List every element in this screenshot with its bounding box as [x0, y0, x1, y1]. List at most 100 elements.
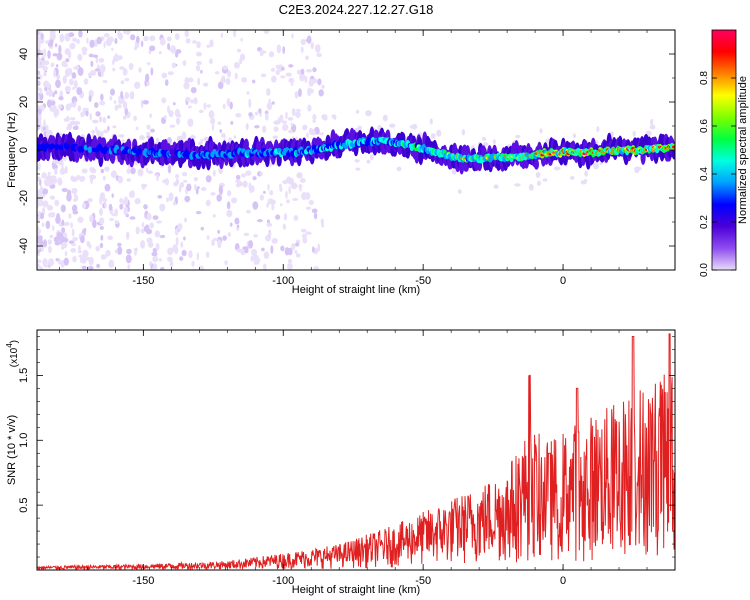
spectrogram-speckle: [120, 90, 124, 100]
spectrogram-speckle: [72, 125, 79, 131]
snr-frame: [36, 329, 676, 571]
spectrogram-speckle: [265, 88, 271, 96]
spectrogram-speckle: [492, 139, 496, 145]
spectrogram-speckle: [259, 171, 264, 176]
snr-y-tick-label: 0.5: [18, 497, 30, 512]
snr-x-tick-label: -100: [272, 575, 294, 587]
spectrogram-speckle: [48, 212, 53, 218]
spectrogram-speckle: [217, 121, 222, 125]
snr-y-tick-label: 1.5: [18, 368, 30, 383]
spectrogram-speckle: [276, 44, 282, 54]
spectrogram-speckle: [112, 125, 117, 129]
spectrogram-speckle: [411, 123, 418, 130]
spectrogram-speckle: [241, 77, 248, 83]
colorbar-tick-label: 0.4: [699, 167, 710, 181]
spectrogram-speckle: [37, 56, 41, 64]
spectrogram-speckle: [429, 118, 433, 125]
spectrogram-speckle: [78, 30, 83, 38]
spectrogram-speckle: [75, 64, 79, 71]
spectrogram-speckle: [127, 264, 130, 270]
spectrogram-speckle: [298, 88, 302, 98]
spectrogram-speckle: [49, 30, 56, 37]
spectrogram-speckle: [67, 67, 73, 76]
spectrogram-speckle: [294, 91, 299, 99]
spectrogram-speckle: [318, 132, 325, 136]
spectrogram-speckle: [126, 248, 132, 255]
spectrogram-speckle: [89, 39, 95, 48]
spectrogram-speckle: [275, 64, 281, 70]
spectrogram-speckle: [305, 38, 311, 43]
spectrogram-speckle: [299, 73, 306, 82]
spectrogram-speckle: [599, 161, 603, 166]
spectrogram-speckle: [134, 81, 141, 90]
spectrogram-speckle: [310, 42, 315, 50]
spectrogram-speckle: [37, 225, 40, 231]
spectrogram-y-tick-label: -20: [18, 190, 30, 206]
spectrogram-speckle: [166, 256, 173, 262]
spectrogram-speckle: [83, 78, 89, 85]
spectrogram-speckle: [59, 167, 66, 175]
spectrogram-speckle: [209, 39, 214, 48]
spectrogram-speckle: [259, 49, 264, 57]
spectrogram-speckle: [208, 110, 215, 119]
spectrogram-speckle: [102, 175, 106, 181]
spectrogram-speckle: [282, 124, 289, 131]
spectrogram-speckle: [45, 220, 51, 230]
spectrogram-speckle: [82, 107, 89, 112]
spectrogram-speckle: [205, 199, 211, 207]
spectrogram-y-tick-label: -40: [18, 238, 30, 254]
colorbar-tick-label: 0.2: [699, 215, 710, 229]
spectrogram-cell: [79, 146, 85, 153]
spectrogram-speckle: [167, 42, 171, 50]
spectrogram-speckle: [38, 120, 42, 129]
spectrogram-speckle: [42, 239, 48, 248]
spectrogram-speckle: [285, 111, 288, 120]
spectrogram-speckle: [126, 168, 131, 174]
spectrogram-speckle: [224, 260, 228, 266]
spectrogram-speckle: [236, 248, 242, 253]
spectrogram-speckle: [37, 47, 41, 56]
spectrogram-axes: -150 -100 -50 0 -40 -20 0 20 40: [18, 29, 676, 287]
spectrogram-speckle: [200, 69, 203, 74]
spectrogram-speckle: [40, 266, 44, 270]
spectrogram-speckle: [240, 37, 243, 42]
spectrogram-speckle: [37, 74, 43, 81]
spectrogram-speckle: [126, 178, 131, 182]
spectrogram-speckle: [77, 216, 84, 223]
spectrogram-speckle: [316, 53, 322, 58]
spectrogram-speckle: [56, 213, 60, 220]
spectrogram-speckle: [583, 179, 588, 183]
spectrogram-speckle: [333, 114, 337, 120]
spectrogram-speckle: [147, 170, 153, 174]
spectrogram-speckle: [451, 168, 457, 175]
spectrogram-faint-speckle: [37, 30, 665, 270]
spectrogram-speckle: [107, 235, 113, 241]
spectrogram-speckle: [355, 109, 360, 114]
spectrogram-speckle: [273, 126, 279, 132]
spectrogram-speckle: [262, 190, 266, 194]
spectrogram-speckle: [83, 227, 87, 233]
spectrogram-speckle: [183, 179, 188, 183]
spectrogram-speckle: [261, 247, 265, 252]
spectrogram-speckle: [205, 251, 210, 258]
spectrogram-speckle: [62, 75, 67, 84]
spectrogram-speckle: [108, 217, 115, 222]
figure-title: C2E3.2024.227.12.27.G18: [279, 2, 434, 17]
colorbar-tick-label: 0.6: [699, 119, 710, 133]
spectrogram-speckle: [38, 210, 41, 215]
spectrogram-speckle: [149, 45, 156, 52]
spectrogram-speckle: [143, 204, 148, 210]
spectrogram-speckle: [236, 224, 240, 228]
spectrogram-speckle: [68, 32, 75, 38]
colorbar-label: Normalized spectral amplitude: [737, 76, 749, 224]
spectrogram-speckle: [312, 67, 317, 73]
spectrogram-speckle: [305, 206, 312, 210]
spectrogram-speckle: [37, 198, 40, 202]
spectrogram-speckle: [73, 197, 77, 203]
colorbar-ticks: 0.0 0.2 0.4 0.6 0.8: [699, 71, 736, 277]
spectrogram-speckle: [170, 45, 176, 54]
spectrogram-speckle: [169, 124, 176, 128]
spectrogram-speckle: [461, 129, 466, 136]
spectrogram-speckle: [528, 183, 534, 191]
spectrogram-speckle: [177, 223, 183, 231]
